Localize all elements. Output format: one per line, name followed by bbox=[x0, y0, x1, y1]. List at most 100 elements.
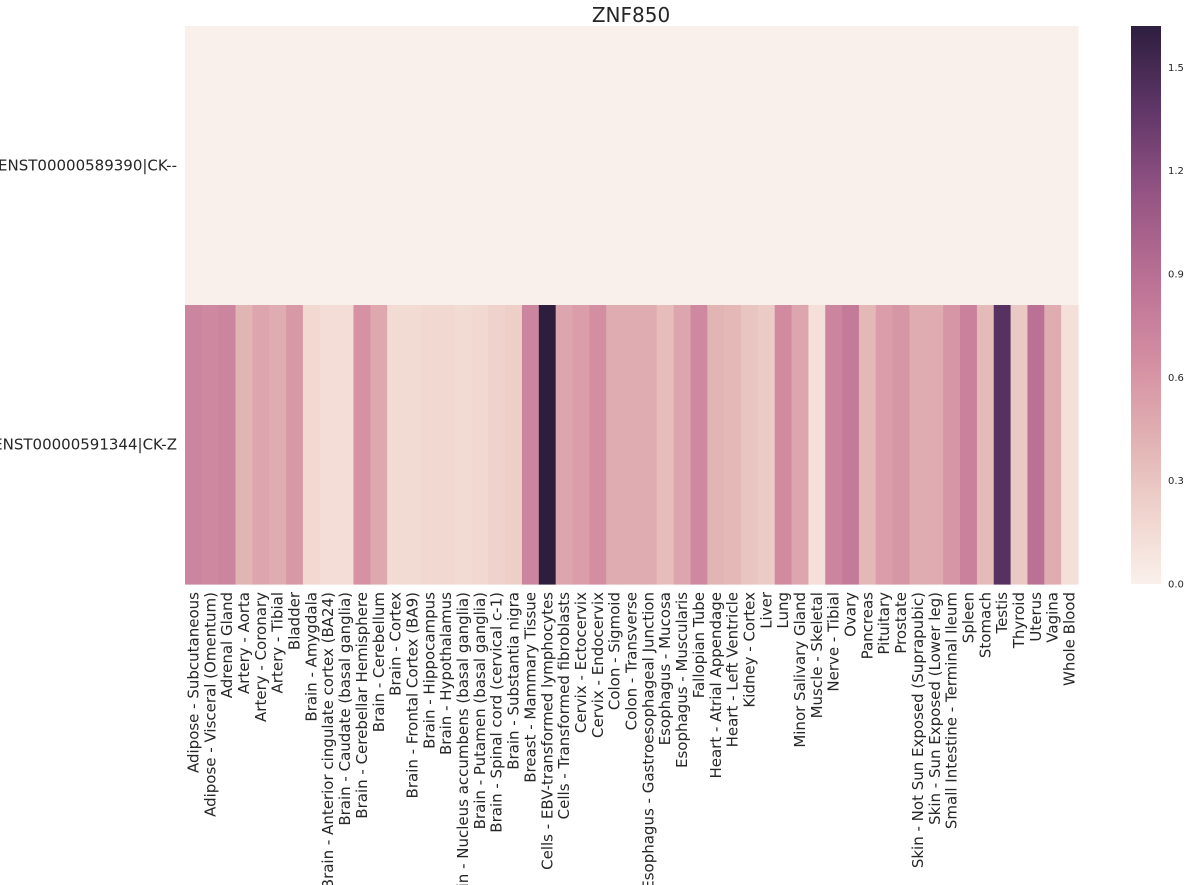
heatmap-cell bbox=[926, 305, 944, 585]
column-label: Adipose - Subcutaneous bbox=[184, 592, 202, 773]
heatmap-cell bbox=[201, 305, 220, 585]
heatmap-cell bbox=[218, 305, 237, 585]
heatmap-cell bbox=[1061, 305, 1079, 585]
heatmap-cell bbox=[825, 305, 843, 585]
column-label: Colon - Sigmoid bbox=[606, 592, 624, 710]
row-label: ENST00000591344|CK-Z bbox=[0, 436, 177, 454]
column-label: Brain - Hypothalamus bbox=[437, 592, 455, 755]
column-label: Uterus bbox=[1027, 592, 1045, 642]
colorbar-ticks: 0.0 0.3 0.6 0.9 1.2 1.5 bbox=[1168, 63, 1184, 591]
column-label: Adipose - Visceral (Omentum) bbox=[201, 592, 219, 817]
heatmap-cell bbox=[235, 26, 253, 306]
column-label: Skin - Not Sun Exposed (Suprapubic) bbox=[909, 592, 927, 868]
column-label: Heart - Atrial Appendage bbox=[707, 592, 725, 779]
heatmap-cell bbox=[943, 26, 961, 306]
heatmap-cell bbox=[589, 26, 607, 306]
column-label: Brain - Cerebellar Hemisphere bbox=[353, 592, 371, 819]
heatmap-cell bbox=[353, 26, 371, 306]
heatmap-cell bbox=[1027, 26, 1045, 306]
heatmap-cell bbox=[1010, 26, 1029, 306]
heatmap-cell bbox=[673, 305, 692, 585]
heatmap-cell bbox=[235, 305, 253, 585]
heatmap-cell bbox=[538, 26, 557, 306]
column-label: Brain - Amygdala bbox=[302, 592, 320, 722]
heatmap-cell bbox=[875, 305, 894, 585]
heatmap-cell bbox=[842, 305, 860, 585]
heatmap-cell bbox=[976, 26, 995, 306]
heatmap-cell bbox=[808, 26, 826, 306]
heatmap-cell bbox=[875, 26, 894, 306]
heatmap-cell bbox=[639, 26, 658, 306]
chart-title: ZNF850 bbox=[592, 3, 670, 27]
heatmap-cell bbox=[943, 305, 961, 585]
heatmap-cell bbox=[589, 305, 607, 585]
column-label: Bladder bbox=[286, 591, 304, 650]
heatmap-cell bbox=[437, 26, 456, 306]
heatmap-cell bbox=[286, 305, 304, 585]
heatmap-cell bbox=[488, 305, 506, 585]
column-label: Testis bbox=[993, 592, 1011, 635]
column-label: Nerve - Tibial bbox=[825, 592, 843, 692]
heatmap-cell bbox=[707, 305, 725, 585]
heatmap-cell bbox=[926, 26, 944, 306]
heatmap-cell bbox=[505, 26, 523, 306]
heatmap-cell bbox=[960, 305, 978, 585]
heatmap-cell bbox=[404, 305, 422, 585]
heatmap-cell bbox=[319, 26, 338, 306]
heatmap-cell bbox=[471, 26, 489, 306]
heatmap-cell bbox=[505, 305, 523, 585]
heatmap-cell bbox=[993, 305, 1012, 585]
column-label: Kidney - Cortex bbox=[740, 592, 758, 708]
heatmap-cell bbox=[454, 26, 473, 306]
heatmap-cell bbox=[185, 305, 203, 585]
column-label: Breast - Mammary Tissue bbox=[521, 592, 539, 783]
heatmap-cell bbox=[218, 26, 237, 306]
heatmap-cell bbox=[555, 26, 574, 306]
heatmap-cell bbox=[976, 305, 995, 585]
colorbar-tick-label: 0.3 bbox=[1168, 476, 1184, 487]
heatmap-cell bbox=[420, 26, 439, 306]
heatmap-cell bbox=[269, 26, 287, 306]
heatmap-cell bbox=[471, 305, 489, 585]
heatmap-cell bbox=[892, 305, 911, 585]
heatmap-cell bbox=[757, 26, 776, 306]
heatmap-cell bbox=[724, 26, 742, 306]
colorbar-tick-label: 1.2 bbox=[1168, 166, 1184, 177]
colorbar-tick-label: 0.6 bbox=[1168, 373, 1184, 384]
heatmap-cell bbox=[370, 305, 388, 585]
heatmap-cell bbox=[404, 26, 422, 306]
heatmap-cell bbox=[673, 26, 692, 306]
heatmap-cell bbox=[960, 26, 978, 306]
heatmap-cell bbox=[319, 305, 338, 585]
column-label: Fallopian Tube bbox=[690, 592, 708, 698]
column-label: Pituitary bbox=[875, 592, 893, 655]
column-label: Artery - Tibial bbox=[269, 592, 287, 693]
heatmap-cell bbox=[858, 305, 877, 585]
column-label: Prostate bbox=[892, 592, 910, 654]
heatmap-cell bbox=[909, 26, 927, 306]
heatmap-cell bbox=[707, 26, 725, 306]
heatmap-cell bbox=[606, 26, 624, 306]
heatmap-cell bbox=[690, 26, 708, 306]
column-label: Brain - Anterior cingulate cortex (BA24) bbox=[319, 592, 337, 885]
column-label: Artery - Coronary bbox=[252, 592, 270, 722]
colorbar-tick-label: 1.5 bbox=[1168, 63, 1184, 74]
heatmap-cell bbox=[690, 305, 708, 585]
column-label: Colon - Transverse bbox=[623, 592, 641, 730]
column-label: Thyroid bbox=[1010, 592, 1028, 649]
column-label: Liver bbox=[757, 591, 775, 629]
column-label: Esophagus - Gastroesophageal Junction bbox=[639, 592, 657, 885]
heatmap-cell bbox=[336, 26, 355, 306]
heatmap-cell bbox=[1027, 305, 1045, 585]
heatmap-cell bbox=[387, 305, 405, 585]
heatmap-cell bbox=[791, 305, 810, 585]
heatmap-cell bbox=[757, 305, 776, 585]
row-labels: ENST00000589390|CK-- ENST00000591344|CK-Z bbox=[0, 157, 177, 454]
colorbar-tick-label: 0.0 bbox=[1168, 580, 1184, 591]
heatmap-cell bbox=[892, 26, 911, 306]
row-label: ENST00000589390|CK-- bbox=[0, 157, 177, 175]
column-label: Esophagus - Muscularis bbox=[673, 592, 691, 768]
column-label: Brain - Cortex bbox=[387, 592, 405, 696]
column-label: Pancreas bbox=[858, 592, 876, 660]
column-label: Ovary bbox=[842, 592, 860, 637]
